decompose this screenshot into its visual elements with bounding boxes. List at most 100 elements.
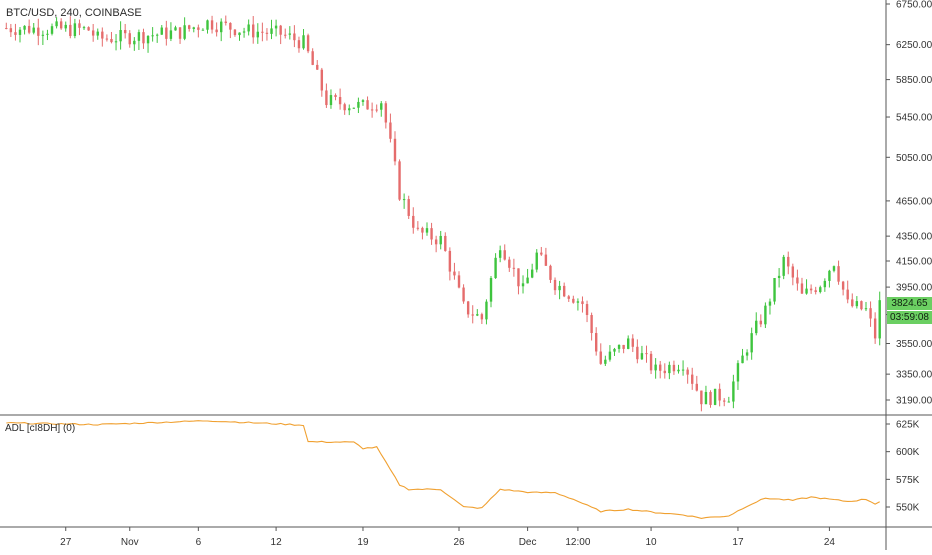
candle-body [133, 40, 136, 45]
candle-body [357, 101, 360, 108]
candle-body [165, 27, 168, 39]
candle-body [114, 41, 118, 43]
candle-body [101, 31, 104, 39]
candle-body [142, 32, 145, 44]
candle-body [348, 108, 351, 111]
candle-body [430, 228, 433, 240]
candle-body [123, 30, 127, 34]
candle-body [508, 259, 511, 268]
candle-body [681, 369, 685, 371]
candle-body [558, 285, 561, 291]
candle-body [654, 364, 657, 371]
candle-body [288, 33, 292, 35]
candle-body [649, 353, 653, 371]
candle-body [370, 109, 374, 111]
candle-body [718, 388, 721, 401]
candle-body [668, 364, 671, 374]
candle-body [713, 388, 717, 405]
candle-body [640, 353, 644, 360]
candle-body [691, 374, 694, 384]
candle-body [489, 278, 493, 302]
candle-body [869, 308, 872, 319]
candle-body [407, 199, 410, 216]
price-tick-label: 3350.00 [896, 370, 932, 381]
time-tick-label: 12 [271, 537, 283, 548]
candle-body [659, 364, 662, 371]
candle-body [723, 400, 726, 402]
candle-body [41, 34, 45, 36]
time-tick-label: 17 [732, 537, 744, 548]
candle-body [764, 305, 767, 325]
candle-body [398, 161, 401, 200]
candle-body [238, 32, 241, 36]
candle-body [444, 235, 447, 251]
candle-body [663, 370, 666, 374]
candle-body [174, 27, 177, 31]
candle-body [517, 268, 520, 287]
candle-body [188, 25, 191, 29]
candle-body [9, 28, 13, 33]
candle-body [860, 301, 863, 310]
candle-body [704, 391, 708, 405]
price-tick-label: 3950.00 [896, 283, 932, 294]
candle-body [594, 333, 598, 352]
time-tick-label: 26 [453, 537, 465, 548]
candle-body [549, 265, 552, 280]
candle-body [466, 301, 470, 315]
candle-body [261, 31, 264, 33]
candle-body [23, 25, 26, 30]
candle-body [471, 314, 474, 316]
candle-body [636, 346, 639, 360]
candle-body [613, 348, 616, 352]
candle-body [361, 100, 365, 102]
candle-body [462, 287, 465, 302]
candle-body [567, 296, 570, 299]
price-tick-label: 6750.00 [896, 0, 932, 11]
candle-body [293, 33, 296, 41]
candle-body [329, 95, 333, 106]
candle-body [581, 301, 584, 305]
candle-body [599, 351, 602, 364]
price-tick-label: 4350.00 [896, 232, 932, 243]
time-tick-label: 24 [824, 537, 836, 548]
candle-body [755, 320, 758, 334]
candle-body [160, 27, 163, 35]
candle-body [274, 25, 278, 29]
candle-body [416, 227, 420, 229]
candle-body [851, 299, 854, 307]
candle-body [604, 359, 607, 364]
candle-body [50, 26, 54, 34]
candle-body [494, 257, 497, 279]
candle-body [5, 28, 8, 30]
candle-body [119, 30, 122, 42]
adl-tick-label: 600K [896, 447, 920, 458]
candle-body [476, 314, 479, 316]
candle-body [366, 100, 369, 110]
candle-body [59, 21, 63, 29]
time-tick-label: Dec [519, 537, 537, 548]
candle-body [220, 21, 223, 33]
candle-body [229, 22, 232, 30]
candle-body [201, 29, 205, 31]
candle-body [627, 338, 630, 349]
candle-body [338, 97, 342, 105]
candle-body [736, 363, 740, 382]
candle-body [91, 30, 95, 36]
candle-body [18, 29, 22, 35]
candle-body [768, 301, 772, 306]
candle-body [325, 90, 328, 106]
candle-body [759, 320, 763, 325]
candle-body [787, 256, 790, 267]
candle-body [233, 29, 237, 36]
candle-body [540, 252, 543, 255]
price-tick-label: 5850.00 [896, 75, 932, 86]
candle-body [809, 288, 813, 291]
candle-body [645, 353, 648, 355]
candle-body [672, 364, 676, 372]
candle-body [864, 308, 868, 310]
candle-body [37, 27, 40, 36]
indicator-title: ADL [cI8DH] (0) [5, 423, 76, 434]
candle-body [727, 401, 731, 403]
candle-body [782, 256, 785, 276]
